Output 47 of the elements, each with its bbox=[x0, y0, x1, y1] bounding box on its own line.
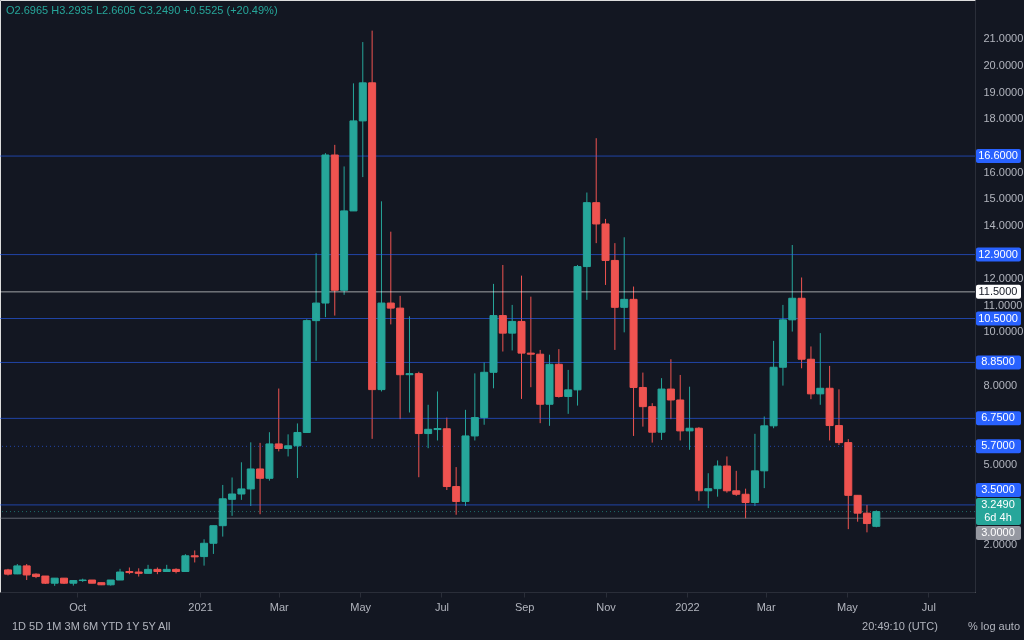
ref-line-label: 3.2490 bbox=[981, 498, 1015, 511]
ref-line-label: 10.5000 bbox=[978, 311, 1018, 324]
x-tick-label: May bbox=[837, 600, 859, 613]
y-tick-label: 12.0000 bbox=[983, 272, 1024, 285]
y-tick-label: 19.0000 bbox=[983, 85, 1024, 98]
annotation: O2.6965 H3.2935 L2.6605 C3.2490 +0.5525 (+20.49%) bbox=[6, 4, 278, 16]
candlestick bbox=[405, 315, 414, 414]
candlestick bbox=[508, 304, 517, 351]
y-tick-label: 10.0000 bbox=[983, 325, 1024, 338]
text: 20:49:10 (UTC) bbox=[862, 620, 938, 632]
ref-line-label: 12.9000 bbox=[978, 247, 1018, 260]
candlestick bbox=[256, 442, 265, 515]
y-tick-label: 8.0000 bbox=[983, 378, 1018, 391]
text: 1D 5D 1M 3M 6M YTD 1Y 5Y All bbox=[12, 620, 171, 632]
x-tick-label: Sep bbox=[514, 600, 535, 613]
x-tick-label: Mar bbox=[756, 600, 776, 613]
candlestick bbox=[685, 386, 694, 451]
candlestick bbox=[274, 388, 283, 452]
x-tick-label: Jul bbox=[434, 600, 450, 613]
ref-line-label: 3.0000 bbox=[981, 526, 1015, 539]
ref-line-label: 16.6000 bbox=[978, 149, 1018, 162]
x-tick-label: 2022 bbox=[675, 600, 700, 613]
y-tick-label: 14.0000 bbox=[983, 218, 1024, 231]
candlestick bbox=[816, 332, 825, 406]
text: % log auto bbox=[968, 620, 1020, 632]
y-tick-label: 16.0000 bbox=[983, 165, 1024, 178]
y-tick-label: 11.0000 bbox=[983, 298, 1023, 311]
x-tick-label: Nov bbox=[596, 600, 617, 613]
x-tick-label: Jul bbox=[921, 600, 936, 613]
ref-line-label: 8.8500 bbox=[981, 355, 1015, 368]
y-tick-label: 18.0000 bbox=[983, 112, 1024, 125]
x-tick-label: Oct bbox=[69, 600, 87, 613]
y-tick-label: 5.0000 bbox=[983, 458, 1018, 471]
candlestick bbox=[620, 236, 629, 333]
ref-line-label: 3.5000 bbox=[981, 483, 1015, 496]
y-tick-label: 15.0000 bbox=[983, 192, 1024, 205]
x-tick-label: 2021 bbox=[188, 600, 213, 613]
ref-line-label: 11.5000 bbox=[978, 284, 1018, 297]
ref-line-label: 5.7000 bbox=[981, 439, 1015, 452]
x-tick-label: May bbox=[350, 600, 372, 613]
y-tick-label: 20.0000 bbox=[983, 59, 1024, 72]
ref-line-label: 6.7500 bbox=[981, 411, 1015, 424]
y-tick-label: 21.0000 bbox=[983, 32, 1024, 45]
x-tick-label: Mar bbox=[269, 600, 290, 613]
candlestick bbox=[498, 264, 507, 353]
text: 6d 4h bbox=[984, 511, 1012, 524]
y-tick-label: 2.0000 bbox=[983, 538, 1018, 551]
